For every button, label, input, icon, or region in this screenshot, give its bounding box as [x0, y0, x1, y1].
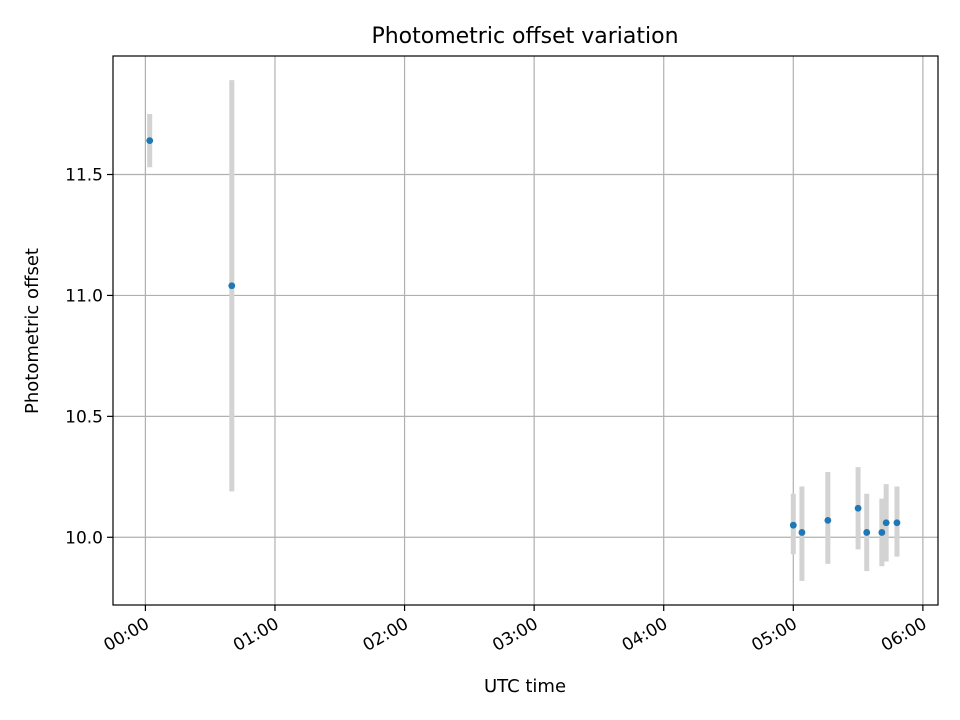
data-point — [798, 529, 806, 536]
grid — [113, 56, 938, 605]
y-tick-label: 11.0 — [65, 286, 103, 306]
data-point — [824, 516, 832, 524]
data-point — [878, 529, 886, 536]
error-bars — [147, 80, 900, 581]
data-point — [882, 519, 890, 527]
y-axis-label: Photometric offset — [22, 248, 43, 414]
data-point — [863, 529, 871, 536]
y-axis-ticks: 10.0 10.5 11.0 11.5 — [65, 166, 113, 548]
x-tick-label: 03:00 — [489, 614, 541, 656]
x-axis-ticks: 00:00 01:00 02:00 03:00 04:00 05:00 06:00 — [100, 605, 930, 656]
data-point — [789, 521, 797, 529]
data-point — [146, 137, 154, 145]
data-point — [854, 504, 862, 512]
plot-area-frame — [112, 55, 939, 606]
x-tick-label: 05:00 — [748, 614, 800, 656]
y-tick-label: 10.5 — [65, 407, 103, 427]
x-tick-label: 06:00 — [878, 614, 930, 656]
data-point — [228, 282, 236, 290]
x-tick-label: 00:00 — [100, 614, 152, 656]
x-tick-label: 04:00 — [619, 614, 671, 656]
x-tick-label: 02:00 — [360, 614, 412, 656]
y-tick-label: 10.0 — [65, 528, 103, 548]
y-tick-label: 11.5 — [65, 166, 103, 186]
x-axis-label: UTC time — [484, 676, 566, 697]
data-point — [893, 519, 901, 527]
x-tick-label: 01:00 — [230, 614, 282, 656]
chart-title: Photometric offset variation — [371, 24, 678, 49]
data-points — [146, 137, 901, 536]
